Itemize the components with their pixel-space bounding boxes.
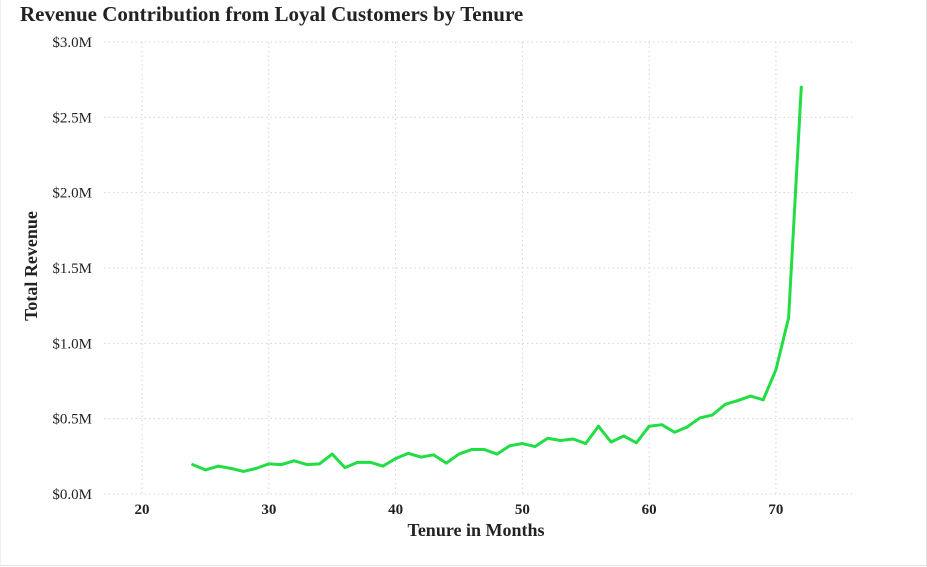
data-point <box>343 466 347 470</box>
data-point <box>318 462 321 466</box>
data-point <box>622 434 626 438</box>
data-point <box>660 423 664 427</box>
data-point <box>280 463 283 467</box>
x-tick-label: 40 <box>388 502 403 518</box>
data-point <box>242 470 245 473</box>
data-point <box>419 455 423 459</box>
data-point <box>533 445 537 448</box>
series-line <box>191 85 803 473</box>
y-tick-label: $0.5M <box>52 412 92 428</box>
y-tick-label: $2.5M <box>52 110 92 126</box>
data-point <box>761 398 765 402</box>
data-point <box>191 463 195 467</box>
data-point <box>254 466 258 470</box>
data-point <box>799 85 803 89</box>
data-point <box>559 439 562 442</box>
series-layer <box>191 85 803 473</box>
y-tick-label: $1.0M <box>52 336 92 352</box>
data-point <box>584 442 588 445</box>
x-tick-label: 50 <box>515 502 530 518</box>
data-point <box>305 463 309 467</box>
data-point <box>736 399 740 402</box>
data-point <box>204 468 207 472</box>
y-tick-label: $1.5M <box>52 261 92 277</box>
data-point <box>508 444 512 448</box>
y-tick-label: $3.0M <box>52 35 92 51</box>
data-point <box>444 461 448 465</box>
data-point <box>368 460 372 464</box>
y-axis-ticks: $0.0M $0.5M $1.0M $1.5M $2.0M $2.5M $3.0M <box>52 35 92 503</box>
data-point <box>597 424 600 428</box>
data-point <box>520 442 524 445</box>
data-point <box>457 452 461 456</box>
data-point <box>571 437 575 441</box>
data-point <box>647 424 651 428</box>
x-tick-label: 70 <box>768 502 783 518</box>
data-point <box>787 316 791 320</box>
data-point <box>216 464 220 468</box>
data-point <box>495 452 499 456</box>
data-point <box>330 452 334 456</box>
data-point <box>267 462 271 466</box>
data-point <box>609 440 613 444</box>
data-point <box>356 460 359 464</box>
data-point <box>432 453 436 457</box>
data-point <box>774 368 778 372</box>
data-point <box>698 416 702 420</box>
data-point <box>673 430 676 434</box>
y-axis-label: Total Revenue <box>21 211 41 321</box>
x-tick-label: 60 <box>642 502 657 518</box>
data-point <box>546 436 550 440</box>
x-tick-label: 20 <box>135 502 150 518</box>
data-point <box>482 448 486 451</box>
chart-title: Revenue Contribution from Loyal Customer… <box>20 2 524 26</box>
data-point <box>635 441 638 445</box>
data-point <box>723 402 727 406</box>
data-point <box>470 448 474 451</box>
x-axis-label: Tenure in Months <box>407 520 544 540</box>
data-point <box>406 451 410 455</box>
grid <box>104 41 852 495</box>
data-point <box>711 413 714 417</box>
data-point <box>394 457 397 460</box>
data-point <box>292 459 296 463</box>
y-tick-label: $2.0M <box>52 186 92 202</box>
data-point <box>685 425 689 429</box>
x-tick-label: 30 <box>261 502 276 518</box>
x-axis-ticks: 20 30 40 50 60 70 <box>135 502 784 518</box>
y-tick-label: $0.0M <box>52 487 92 503</box>
data-point <box>229 466 233 470</box>
data-point <box>381 464 385 468</box>
data-point <box>749 394 752 398</box>
